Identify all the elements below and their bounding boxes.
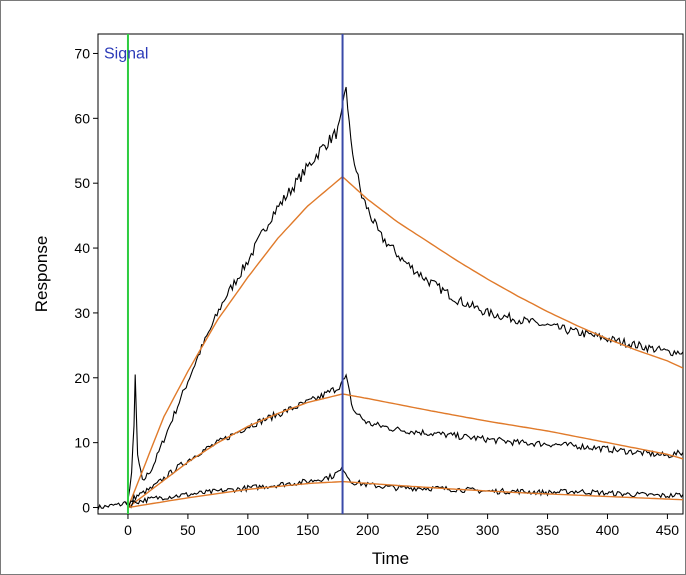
y-tick-label: 20 <box>74 370 90 386</box>
y-tick-label: 70 <box>74 45 90 61</box>
signal-label: Signal <box>104 45 148 62</box>
y-tick-label: 0 <box>82 500 90 516</box>
x-axis-label: Time <box>372 549 409 568</box>
x-tick-label: 100 <box>236 522 260 538</box>
y-axis-label: Response <box>32 236 51 313</box>
fit-curve-5 <box>127 480 683 509</box>
x-tick-label: 300 <box>476 522 500 538</box>
y-tick-label: 10 <box>74 435 90 451</box>
measured-curve-0 <box>98 86 683 511</box>
fit-curve-3 <box>127 393 683 509</box>
measured-curve-4 <box>127 465 683 509</box>
x-tick-label: 150 <box>296 522 320 538</box>
measured-curve-2 <box>127 373 683 508</box>
plot-area <box>97 33 684 515</box>
y-tick-label: 40 <box>74 240 90 256</box>
x-tick-label: 250 <box>416 522 440 538</box>
x-tick-label: 50 <box>180 522 196 538</box>
x-tick-label: 450 <box>656 522 680 538</box>
x-tick-label: 350 <box>536 522 560 538</box>
x-tick-label: 200 <box>356 522 380 538</box>
y-tick-label: 30 <box>74 305 90 321</box>
y-tick-label: 50 <box>74 175 90 191</box>
x-tick-label: 400 <box>596 522 620 538</box>
fit-curve-1 <box>127 175 683 508</box>
y-tick-label: 60 <box>74 110 90 126</box>
x-tick-label: 0 <box>124 522 132 538</box>
